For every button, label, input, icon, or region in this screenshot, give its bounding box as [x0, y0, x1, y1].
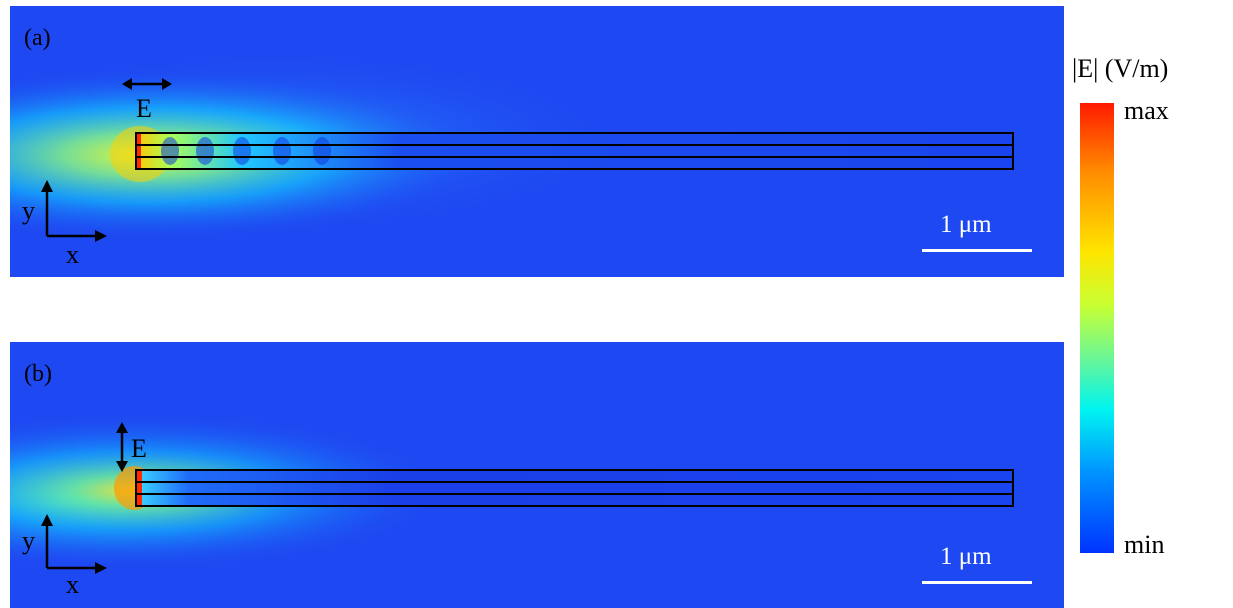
axes-icon-a — [41, 180, 107, 242]
polarization-label: E — [131, 434, 147, 463]
colorbar-title: |E| (V/m) — [1072, 54, 1169, 83]
panel-label: (b) — [24, 361, 52, 387]
nanowire-outline-a — [135, 132, 1014, 170]
panel-label: (a) — [24, 25, 51, 51]
scale-bar — [922, 249, 1032, 252]
polarization-label: E — [136, 94, 152, 123]
scale-bar-label: 1 μm — [940, 543, 992, 570]
scale-bar — [922, 581, 1032, 584]
colorbar — [1080, 103, 1114, 553]
scale-bar-label: 1 μm — [940, 211, 992, 238]
axis-x-label: x — [66, 570, 79, 599]
polarization-arrow-vertical-icon — [116, 422, 128, 472]
field-map-panel-a: (a) E y x 1 μm — [10, 6, 1064, 277]
field-map-b — [10, 342, 1064, 608]
axis-x-label: x — [66, 240, 79, 269]
nanowire-outline-b — [135, 469, 1014, 507]
colorbar-max-label: max — [1124, 96, 1169, 125]
axes-icon-b — [41, 514, 107, 574]
field-map-panel-b: (b) E y x 1 μm — [10, 342, 1064, 608]
axis-y-label: y — [22, 196, 35, 225]
field-map-a — [10, 6, 1064, 277]
axis-y-label: y — [22, 526, 35, 555]
colorbar-min-label: min — [1124, 530, 1165, 559]
polarization-arrow-horizontal-icon — [122, 78, 172, 90]
